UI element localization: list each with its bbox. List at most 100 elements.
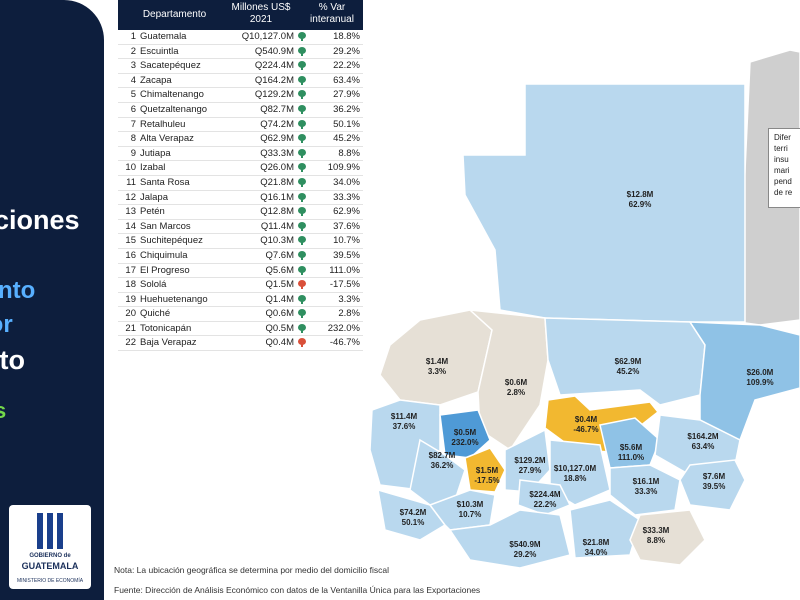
map-label-value: $82.7M [428,451,456,460]
map-label-value: $10,127.0M [553,464,597,473]
row-rank: 7 [130,118,136,130]
map-label-jutiapa: $33.3M 8.8% [626,526,686,546]
logo-text-1: GOBIERNO de [29,553,71,559]
row-department: Chimaltenango [140,89,204,101]
map-label-san-marcos: $11.4M 37.6% [374,412,434,432]
row-rank: 13 [125,206,136,218]
map-label-value: $0.6M [504,378,528,387]
row-department: Izabal [140,162,166,174]
row-pct-change: 63.4% [333,74,360,86]
map-label-value: $16.1M [632,477,660,486]
row-department: Totonicapán [140,322,192,334]
map-label-pct: -46.7% [573,425,599,434]
row-value: Q0.6M [265,308,294,320]
map-label-pct: 111.0% [617,453,645,462]
row-rank: 21 [125,322,136,334]
table-row: 3 Sacatepéquez Q224.4M 22.2% [118,59,363,74]
row-value: Q5.6M [265,264,294,276]
row-rank: 10 [125,162,136,174]
region-peten [462,83,746,323]
header-value: Millones US$ 2021 [231,2,291,25]
row-rank: 19 [125,293,136,305]
row-department: Suchitepéquez [140,235,203,247]
row-rank: 3 [130,60,136,72]
row-pct-change: 37.6% [333,220,360,232]
map-label-quiche: $0.6M 2.8% [486,378,546,398]
map-label-retalhuleu: $74.2M 50.1% [383,508,443,528]
map-label-value: $0.4M [574,415,598,424]
source-note: Fuente: Dirección de Análisis Económico … [114,585,481,595]
map-label-escuintla: $540.9M 29.2% [495,540,555,560]
table-header: Departamento Millones US$ 2021 % Var int… [118,0,363,30]
region-escuintla [448,509,571,569]
trend-up-icon [298,32,306,41]
row-value: Q16.1M [260,191,294,203]
map-label-value: $129.2M [514,456,546,465]
row-pct-change: 8.8% [338,147,360,159]
logo-emblem-icon [37,513,63,549]
row-value: Q0.4M [265,337,294,349]
map-label-value: $7.6M [702,472,726,481]
table-row: 1 Guatemala Q10,127.0M 18.8% [118,30,363,45]
map-label-value: $1.5M [475,466,499,475]
row-value: Q12.8M [260,206,294,218]
trend-up-icon [298,75,306,85]
row-pct-change: -46.7% [329,337,360,349]
row-value: Q129.2M [254,89,294,101]
row-pct-change: 109.9% [327,162,360,174]
table-row: 16 Chiquimula Q7.6M 39.5% [118,249,363,264]
row-department: Quetzaltenango [140,103,208,115]
row-department: Jutiapa [140,147,171,159]
map-label-pct: 22.2% [533,500,557,509]
table-row: 17 El Progreso Q5.6M 111.0% [118,264,363,279]
region-izabal [688,321,800,442]
table-row: 6 Quetzaltenango Q82.7M 36.2% [118,103,363,118]
row-value: Q7.6M [265,249,294,261]
table-row: 18 Sololá Q1.5M -17.5% [118,278,363,293]
map-label-zacapa: $164.2M 63.4% [673,432,733,452]
row-value: Q224.4M [254,60,294,72]
map-label-santa-rosa: $21.8M 34.0% [566,538,626,558]
row-value: Q1.5M [265,279,294,291]
trend-up-icon [298,46,306,56]
row-rank: 2 [130,45,136,57]
row-pct-change: 62.9% [333,206,360,218]
row-department: Sacatepéquez [140,60,201,72]
table-row: 13 Petén Q12.8M 62.9% [118,205,363,220]
table-row: 8 Alta Verapaz Q62.9M 45.2% [118,132,363,147]
map-label-value: $26.0M [746,368,774,377]
row-pct-change: 34.0% [333,176,360,188]
table-row: 15 Suchitepéquez Q10.3M 10.7% [118,234,363,249]
row-pct-change: 39.5% [333,249,360,261]
map-label-sacatepequez: $224.4M 22.2% [515,490,575,510]
trend-up-icon [298,163,306,173]
row-value: Q540.9M [254,45,294,57]
row-rank: 11 [126,176,136,188]
row-rank: 15 [125,235,136,247]
trend-down-icon [298,338,306,348]
trend-up-icon [298,148,306,158]
table-row: 20 Quiché Q0.6M 2.8% [118,307,363,322]
header-pct: % Var interanual [310,2,354,25]
table-row: 4 Zacapa Q164.2M 63.4% [118,74,363,89]
region-sacatepequez [517,479,572,516]
map-label-chiquimula: $7.6M 39.5% [684,472,744,492]
row-rank: 20 [125,308,136,320]
header-department: Departamento [142,9,207,20]
map-label-value: $11.4M [390,412,418,421]
map-label-value: $0.5M [453,428,477,437]
map-label-pct: 34.0% [584,548,608,557]
map-label-totonicapan: $0.5M 232.0% [435,428,495,448]
row-rank: 8 [130,133,136,145]
row-value: Q10,127.0M [241,31,294,42]
row-department: Quiché [140,308,171,320]
map-label-pct: 29.2% [513,550,537,559]
row-pct-change: 27.9% [333,89,360,101]
row-rank: 4 [130,74,136,86]
map-label-izabal: $26.0M 109.9% [730,368,790,388]
row-value: Q0.5M [265,322,294,334]
map-label-huehuetenango: $1.4M 3.3% [407,357,467,377]
table-row: 10 Izabal Q26.0M 109.9% [118,161,363,176]
map-label-value: $12.8M [626,190,654,199]
